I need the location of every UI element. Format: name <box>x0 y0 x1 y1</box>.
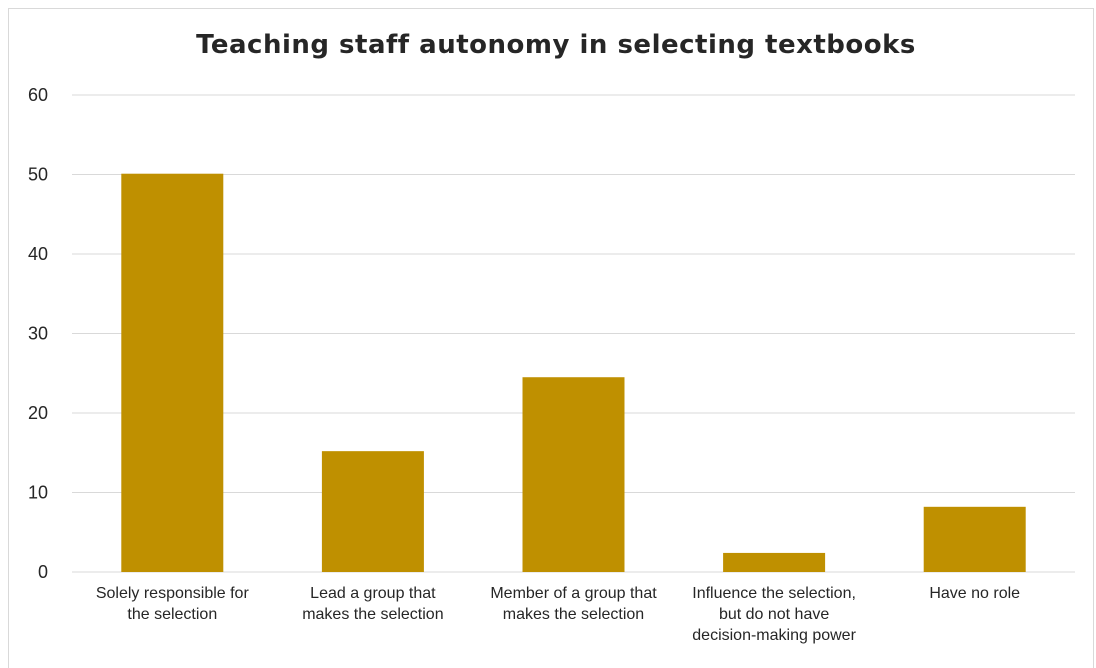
y-tick-label-5: 50 <box>28 165 48 185</box>
chart-title: Teaching staff autonomy in selecting tex… <box>196 30 916 60</box>
x-tick-label-1-line-1: makes the selection <box>302 606 443 623</box>
y-tick-label-6: 60 <box>28 85 48 105</box>
x-tick-label-1-line-0: Lead a group that <box>310 585 436 602</box>
x-tick-label-3-line-2: decision-making power <box>692 627 856 644</box>
x-tick-label-2-line-0: Member of a group that <box>490 585 657 602</box>
x-tick-label-4-line-0: Have no role <box>929 585 1020 602</box>
x-tick-label-3-line-1: but do not have <box>719 606 829 623</box>
bar-0 <box>121 173 224 572</box>
y-tick-label-2: 20 <box>28 403 48 423</box>
bar-2 <box>522 377 625 572</box>
bar-4 <box>923 506 1026 572</box>
bar-3 <box>723 552 826 572</box>
x-tick-label-2-line-1: makes the selection <box>503 606 644 623</box>
y-tick-label-0: 0 <box>38 562 48 582</box>
y-tick-label-3: 30 <box>28 324 48 344</box>
y-tick-label-4: 40 <box>28 244 48 264</box>
x-tick-label-0-line-1: the selection <box>127 606 217 623</box>
x-tick-label-0-line-0: Solely responsible for <box>96 585 250 602</box>
y-tick-label-1: 10 <box>28 483 48 503</box>
bar-1 <box>321 451 424 572</box>
x-tick-label-3-line-0: Influence the selection, <box>692 585 856 602</box>
